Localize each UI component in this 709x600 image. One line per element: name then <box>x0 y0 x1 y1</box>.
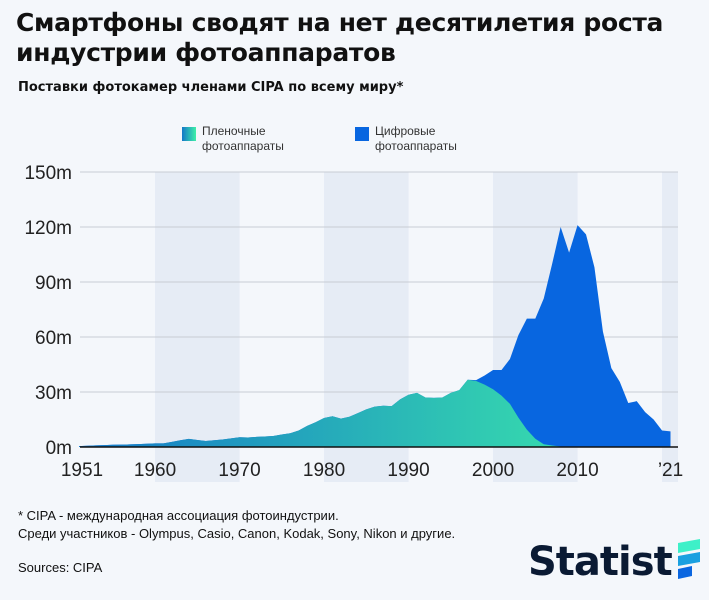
x-tick-label: 2010 <box>556 460 598 481</box>
statista-logo: Statist <box>528 535 702 585</box>
legend-label: Пленочные <box>202 124 266 138</box>
legend-swatch-film <box>182 127 196 141</box>
chart-title: Смартфоны сводят на нет десятилетия рост… <box>16 8 664 67</box>
decade-band <box>155 172 240 482</box>
x-tick-label: 2000 <box>472 460 514 481</box>
y-tick-label: 90m <box>35 273 72 294</box>
sources: Sources: CIPA <box>18 560 103 575</box>
x-tick-label: 1980 <box>303 460 345 481</box>
legend-swatch-digital <box>355 127 369 141</box>
x-tick-label: 1951 <box>61 460 103 481</box>
y-tick-label: 0m <box>46 438 72 459</box>
legend-label: фотоаппараты <box>375 139 457 153</box>
legend-digital: Цифровые фотоаппараты <box>355 124 457 154</box>
legend-film: Пленочные фотоаппараты <box>182 124 284 154</box>
digital-cameras-area <box>79 225 671 447</box>
footnote-line: * CIPA - международная ассоциация фотоин… <box>18 508 339 523</box>
legend-label: фотоаппараты <box>202 139 284 153</box>
decade-band <box>662 172 678 482</box>
footnote-line: Среди участников - Olympus, Casio, Canon… <box>18 526 456 541</box>
y-tick-label: 30m <box>35 383 72 404</box>
statista-logo-icon <box>677 539 700 579</box>
legend-label: Цифровые <box>375 124 436 138</box>
x-tick-label: ’21 <box>658 460 683 481</box>
y-tick-label: 150m <box>24 163 72 184</box>
y-tick-label: 120m <box>24 218 72 239</box>
film-cameras-area <box>79 379 671 447</box>
x-tick-label: 1970 <box>218 460 260 481</box>
chart-subtitle: Поставки фотокамер членами CIPA по всему… <box>18 80 404 95</box>
x-tick-label: 1960 <box>134 460 176 481</box>
footnote: * CIPA - международная ассоциация фотоин… <box>18 507 455 543</box>
x-tick-label: 1990 <box>387 460 429 481</box>
y-tick-label: 60m <box>35 328 72 349</box>
